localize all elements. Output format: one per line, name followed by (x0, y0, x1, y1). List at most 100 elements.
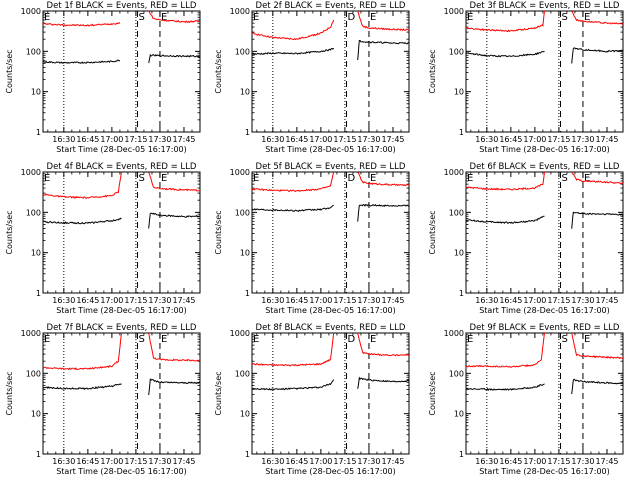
x-tick-label: 17:45 (381, 296, 404, 305)
series-red-line (571, 171, 624, 185)
event-marker-label: E (161, 12, 167, 23)
x-tick-label: 17:00 (100, 135, 123, 144)
y-tick-label: 100 (449, 369, 464, 378)
y-tick-label: 10 (31, 410, 41, 419)
plot-frame (42, 10, 201, 133)
series-black-line (148, 53, 201, 64)
chart-panel-4: Det 4f BLACK = Events, RED = LLD 1 10 100 10… (5, 162, 201, 315)
x-axis-label: Start Time (28-Dec-05 16:17:00) (56, 306, 187, 315)
y-tick-label: 1 (245, 289, 250, 298)
x-tick-label: 16:30 (261, 135, 284, 144)
y-axis-label: Counts/sec (428, 371, 437, 415)
x-tick-label: 17:30 (571, 296, 594, 305)
plot-frame (465, 332, 624, 455)
x-tick-label: 17:45 (381, 457, 404, 466)
x-tick-label: 16:45 (285, 135, 308, 144)
x-tick-label: 17:15 (333, 457, 356, 466)
chart-panel-7: Det 7f BLACK = Events, RED = LLD 1 10 100 10… (5, 323, 201, 476)
y-tick-label: 1 (36, 450, 41, 459)
chart-title: Det 6f BLACK = Events, RED = LLD (470, 162, 620, 172)
y-tick-label: 1 (36, 289, 41, 298)
series-red-line (42, 332, 122, 371)
series-red-line (251, 332, 335, 367)
y-tick-label: 100 (449, 208, 464, 217)
y-tick-label: 10 (454, 410, 464, 419)
y-tick-label: 1 (245, 450, 250, 459)
event-marker-label: D (348, 12, 356, 23)
x-tick-label: 17:00 (100, 296, 123, 305)
x-tick-label: 17:00 (523, 296, 546, 305)
series-black-line (465, 383, 545, 391)
y-tick-label: 1000 (444, 329, 464, 338)
event-marker-label: E (370, 173, 376, 184)
chart-title: Det 7f BLACK = Events, RED = LLD (47, 323, 197, 333)
y-tick-label: 1 (459, 289, 464, 298)
x-tick-label: 16:30 (475, 296, 498, 305)
series-red-line (357, 332, 410, 357)
x-tick-label: 17:15 (333, 296, 356, 305)
x-tick-label: 16:30 (261, 296, 284, 305)
y-axis-label: Counts/sec (214, 210, 223, 254)
series-black-line (251, 379, 335, 391)
x-tick-label: 16:45 (285, 457, 308, 466)
y-tick-label: 10 (240, 249, 250, 258)
series-black-line (357, 376, 410, 389)
series-black-line (357, 40, 410, 61)
series-red-line (357, 10, 409, 32)
event-marker-label: S (139, 334, 145, 345)
x-axis-label: Start Time (28-Dec-05 16:17:00) (479, 306, 610, 315)
series-black-line (251, 47, 335, 56)
series-black-line (251, 204, 334, 212)
series-red-line (251, 171, 335, 193)
x-tick-label: 16:45 (76, 457, 99, 466)
series-red-line (571, 10, 624, 25)
y-tick-label: 10 (240, 88, 250, 97)
x-tick-label: 17:15 (124, 457, 147, 466)
x-tick-label: 17:45 (172, 457, 195, 466)
event-marker-label: E (584, 173, 590, 184)
event-marker-label: E (253, 173, 259, 184)
x-tick-label: 17:30 (148, 296, 171, 305)
series-red-line (465, 171, 545, 191)
event-marker-label: S (139, 173, 145, 184)
plot-frame (465, 171, 624, 294)
y-tick-label: 1000 (21, 329, 41, 338)
event-marker-label: E (253, 12, 259, 23)
x-axis-label: Start Time (28-Dec-05 16:17:00) (56, 467, 187, 476)
x-tick-label: 17:15 (547, 457, 570, 466)
plot-frame (251, 332, 410, 455)
series-red-line (357, 172, 410, 187)
x-tick-label: 16:45 (76, 296, 99, 305)
x-tick-label: 17:00 (309, 296, 332, 305)
x-axis-label: Start Time (28-Dec-05 16:17:00) (265, 145, 396, 154)
x-tick-label: 16:30 (52, 135, 75, 144)
series-black-line (465, 50, 545, 58)
event-marker-label: E (253, 334, 259, 345)
event-marker-label: S (562, 12, 568, 23)
event-marker-label: E (161, 173, 167, 184)
series-black-line (42, 59, 121, 65)
series-black-line (571, 378, 624, 395)
chart-title: Det 9f BLACK = Events, RED = LLD (470, 323, 620, 333)
series-red-line (42, 171, 122, 199)
y-tick-label: 1000 (230, 168, 250, 177)
chart-panel-9: Det 9f BLACK = Events, RED = LLD 1 10 100 10… (428, 323, 624, 476)
x-tick-label: 17:30 (357, 296, 380, 305)
x-tick-label: 17:45 (595, 296, 618, 305)
y-tick-label: 100 (26, 208, 41, 217)
y-tick-label: 1000 (230, 7, 250, 16)
chart-panel-2: Det 2f BLACK = Events, RED = LLD 1 10 100 10… (214, 1, 410, 154)
y-axis-label: Counts/sec (428, 210, 437, 254)
y-tick-label: 1 (459, 450, 464, 459)
event-marker-label: E (584, 12, 590, 23)
plot-frame (251, 10, 410, 133)
y-tick-label: 1 (245, 128, 250, 137)
x-tick-label: 17:15 (547, 135, 570, 144)
x-tick-label: 17:30 (357, 135, 380, 144)
series-red-line (148, 10, 201, 24)
event-marker-label: S (139, 12, 145, 23)
chart-panel-1: Det 1f BLACK = Events, RED = LLD 1 10 100 10… (5, 1, 201, 154)
y-tick-label: 1 (36, 128, 41, 137)
chart-title: Det 1f BLACK = Events, RED = LLD (47, 1, 197, 11)
event-marker-label: E (161, 334, 167, 345)
